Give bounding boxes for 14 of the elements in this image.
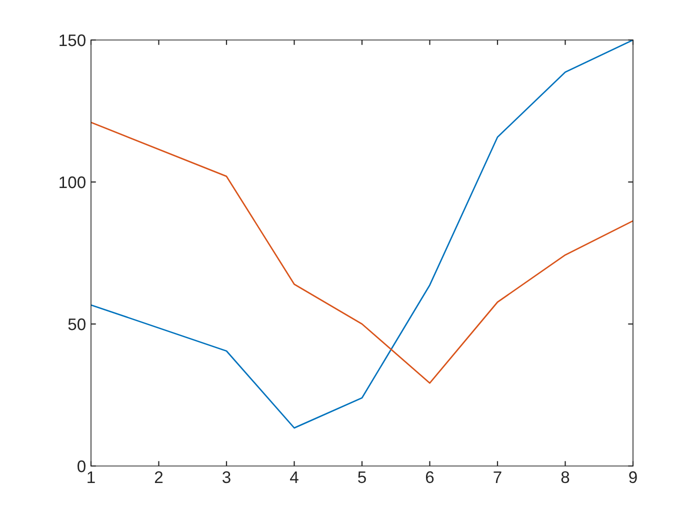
x-tick-label: 2 xyxy=(154,471,163,483)
line-series xyxy=(91,122,633,384)
x-tick-label: 3 xyxy=(222,471,230,484)
x-tick-label: 7 xyxy=(494,471,502,483)
y-tick-label: 100 xyxy=(60,176,86,188)
x-tick-label: 6 xyxy=(426,471,434,484)
x-tick-label: 4 xyxy=(290,471,298,483)
x-tick-label: 8 xyxy=(561,471,570,484)
y-tick-label: 0 xyxy=(78,460,86,472)
x-tick-label: 5 xyxy=(358,471,366,484)
x-tick-label: 9 xyxy=(629,471,637,484)
x-tick-label: 1 xyxy=(88,471,95,483)
y-tick-label: 150 xyxy=(60,34,86,46)
y-tick-label: 50 xyxy=(68,318,86,330)
